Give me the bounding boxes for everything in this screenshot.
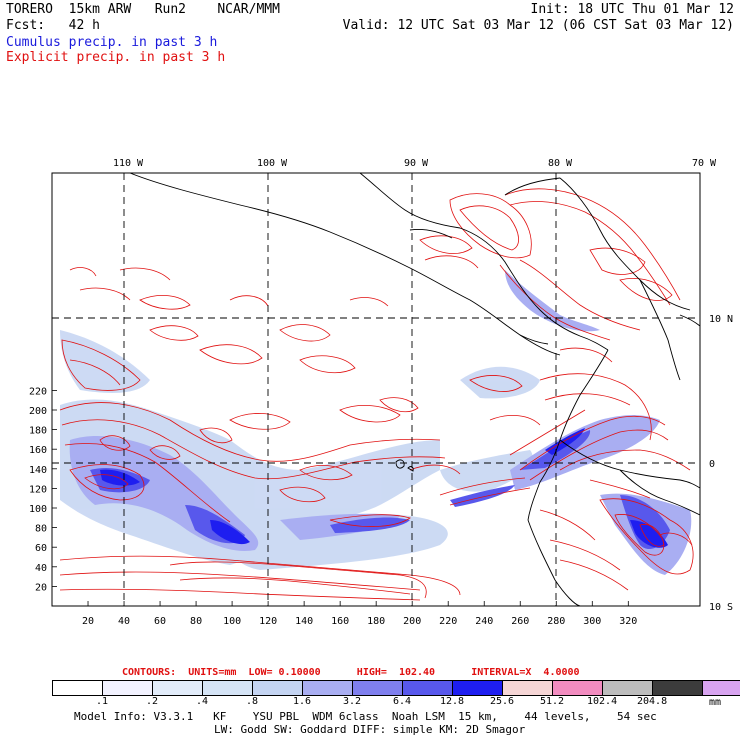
color-scale-label: 204.8	[637, 696, 668, 707]
x-tick-label: 200	[403, 616, 421, 627]
color-scale-label: .2	[146, 696, 159, 707]
color-scale-label: 12.8	[440, 696, 465, 707]
color-scale-units: mm	[709, 697, 722, 708]
color-scale-swatch	[353, 681, 403, 695]
x-tick-label: 140	[295, 616, 313, 627]
header-forecast-hour: Fcst: 42 h	[6, 18, 100, 33]
x-tick-label: 100	[223, 616, 241, 627]
x-tick-label: 40	[118, 616, 130, 627]
y-tick-label: 120	[29, 484, 47, 495]
y-tick-label: 20	[35, 582, 47, 593]
y-tick-label: 40	[35, 563, 47, 574]
color-scale-swatch	[703, 681, 740, 695]
color-scale-swatch	[653, 681, 703, 695]
y-tick-label: 140	[29, 465, 47, 476]
cumulus-legend-label: Cumulus precip. in past 3 h	[6, 35, 218, 50]
color-scale-label: 25.6	[490, 696, 515, 707]
lon-label: 100 W	[257, 158, 288, 169]
header-init: Init: 18 UTC Thu 01 Mar 12	[530, 2, 735, 17]
color-scale-label: 1.6	[293, 696, 312, 707]
color-scale-label: .1	[96, 696, 109, 707]
explicit-legend-label: Explicit precip. in past 3 h	[6, 50, 226, 65]
y-tick-label: 60	[35, 543, 47, 554]
color-scale-swatch	[203, 681, 253, 695]
x-tick-label: 260	[511, 616, 529, 627]
contour-info: CONTOURS: UNITS=mm LOW= 0.10000 HIGH= 10…	[122, 667, 580, 678]
color-scale-labels: .1 .2 .4 .8 1.6 3.2 6.4 12.8 25.6 51.2 102.4 204.8	[0, 694, 740, 707]
x-tick-label: 20	[82, 616, 94, 627]
y-tick-label: 80	[35, 524, 47, 535]
color-scale-swatch	[553, 681, 603, 695]
x-tick-label: 120	[259, 616, 277, 627]
color-scale-swatch	[303, 681, 353, 695]
x-tick-label: 280	[547, 616, 565, 627]
y-tick-label: 100	[29, 504, 47, 515]
color-scale-label: 3.2	[343, 696, 362, 707]
color-scale-label: .4	[196, 696, 209, 707]
y-tick-label: 180	[29, 426, 47, 437]
model-info: Model Info: V3.3.1 KF YSU PBL WDM 6class…	[74, 710, 657, 723]
x-tick-label: 180	[367, 616, 385, 627]
color-scale-swatch	[253, 681, 303, 695]
lon-label: 110 W	[113, 158, 144, 169]
x-tick-label: 220	[439, 616, 457, 627]
color-scale-swatch	[153, 681, 203, 695]
color-scale-swatch	[453, 681, 503, 695]
header-title: TORERO 15km ARW Run2 NCAR/MMM	[6, 2, 280, 17]
y-tick-label: 200	[29, 406, 47, 417]
explicit-precip-contours	[59, 188, 694, 601]
cumulus-precip-field	[60, 330, 540, 570]
x-tick-label: 80	[190, 616, 202, 627]
lat-label: 10 N	[709, 314, 733, 325]
color-scale-bar	[52, 680, 740, 696]
y-tick-label: 220	[29, 386, 47, 397]
x-tick-label: 240	[475, 616, 493, 627]
lat-label: 10 S	[709, 602, 733, 613]
x-tick-label: 300	[583, 616, 601, 627]
y-tick-label: 160	[29, 445, 47, 456]
color-scale-label: 6.4	[393, 696, 412, 707]
x-tick-label: 160	[331, 616, 349, 627]
lat-lon-grid	[52, 173, 700, 606]
physics-info: LW: Godd SW: Goddard DIFF: simple KM: 2D…	[214, 723, 526, 736]
color-scale-swatch	[53, 681, 103, 695]
lon-label: 80 W	[548, 158, 573, 169]
color-scale-label: 102.4	[587, 696, 618, 707]
lon-label: 70 W	[692, 158, 717, 169]
color-scale-swatch	[603, 681, 653, 695]
color-scale-label: 51.2	[540, 696, 565, 707]
color-scale-swatch	[103, 681, 153, 695]
lat-label: 0	[709, 459, 715, 470]
x-tick-label: 60	[154, 616, 166, 627]
color-scale-swatch	[403, 681, 453, 695]
header-valid-time: Valid: 12 UTC Sat 03 Mar 12 (06 CST Sat …	[342, 18, 734, 33]
color-scale-swatch	[503, 681, 553, 695]
color-scale-label: .8	[246, 696, 259, 707]
coastlines	[129, 173, 700, 606]
lon-label: 90 W	[404, 158, 429, 169]
x-tick-label: 320	[619, 616, 637, 627]
